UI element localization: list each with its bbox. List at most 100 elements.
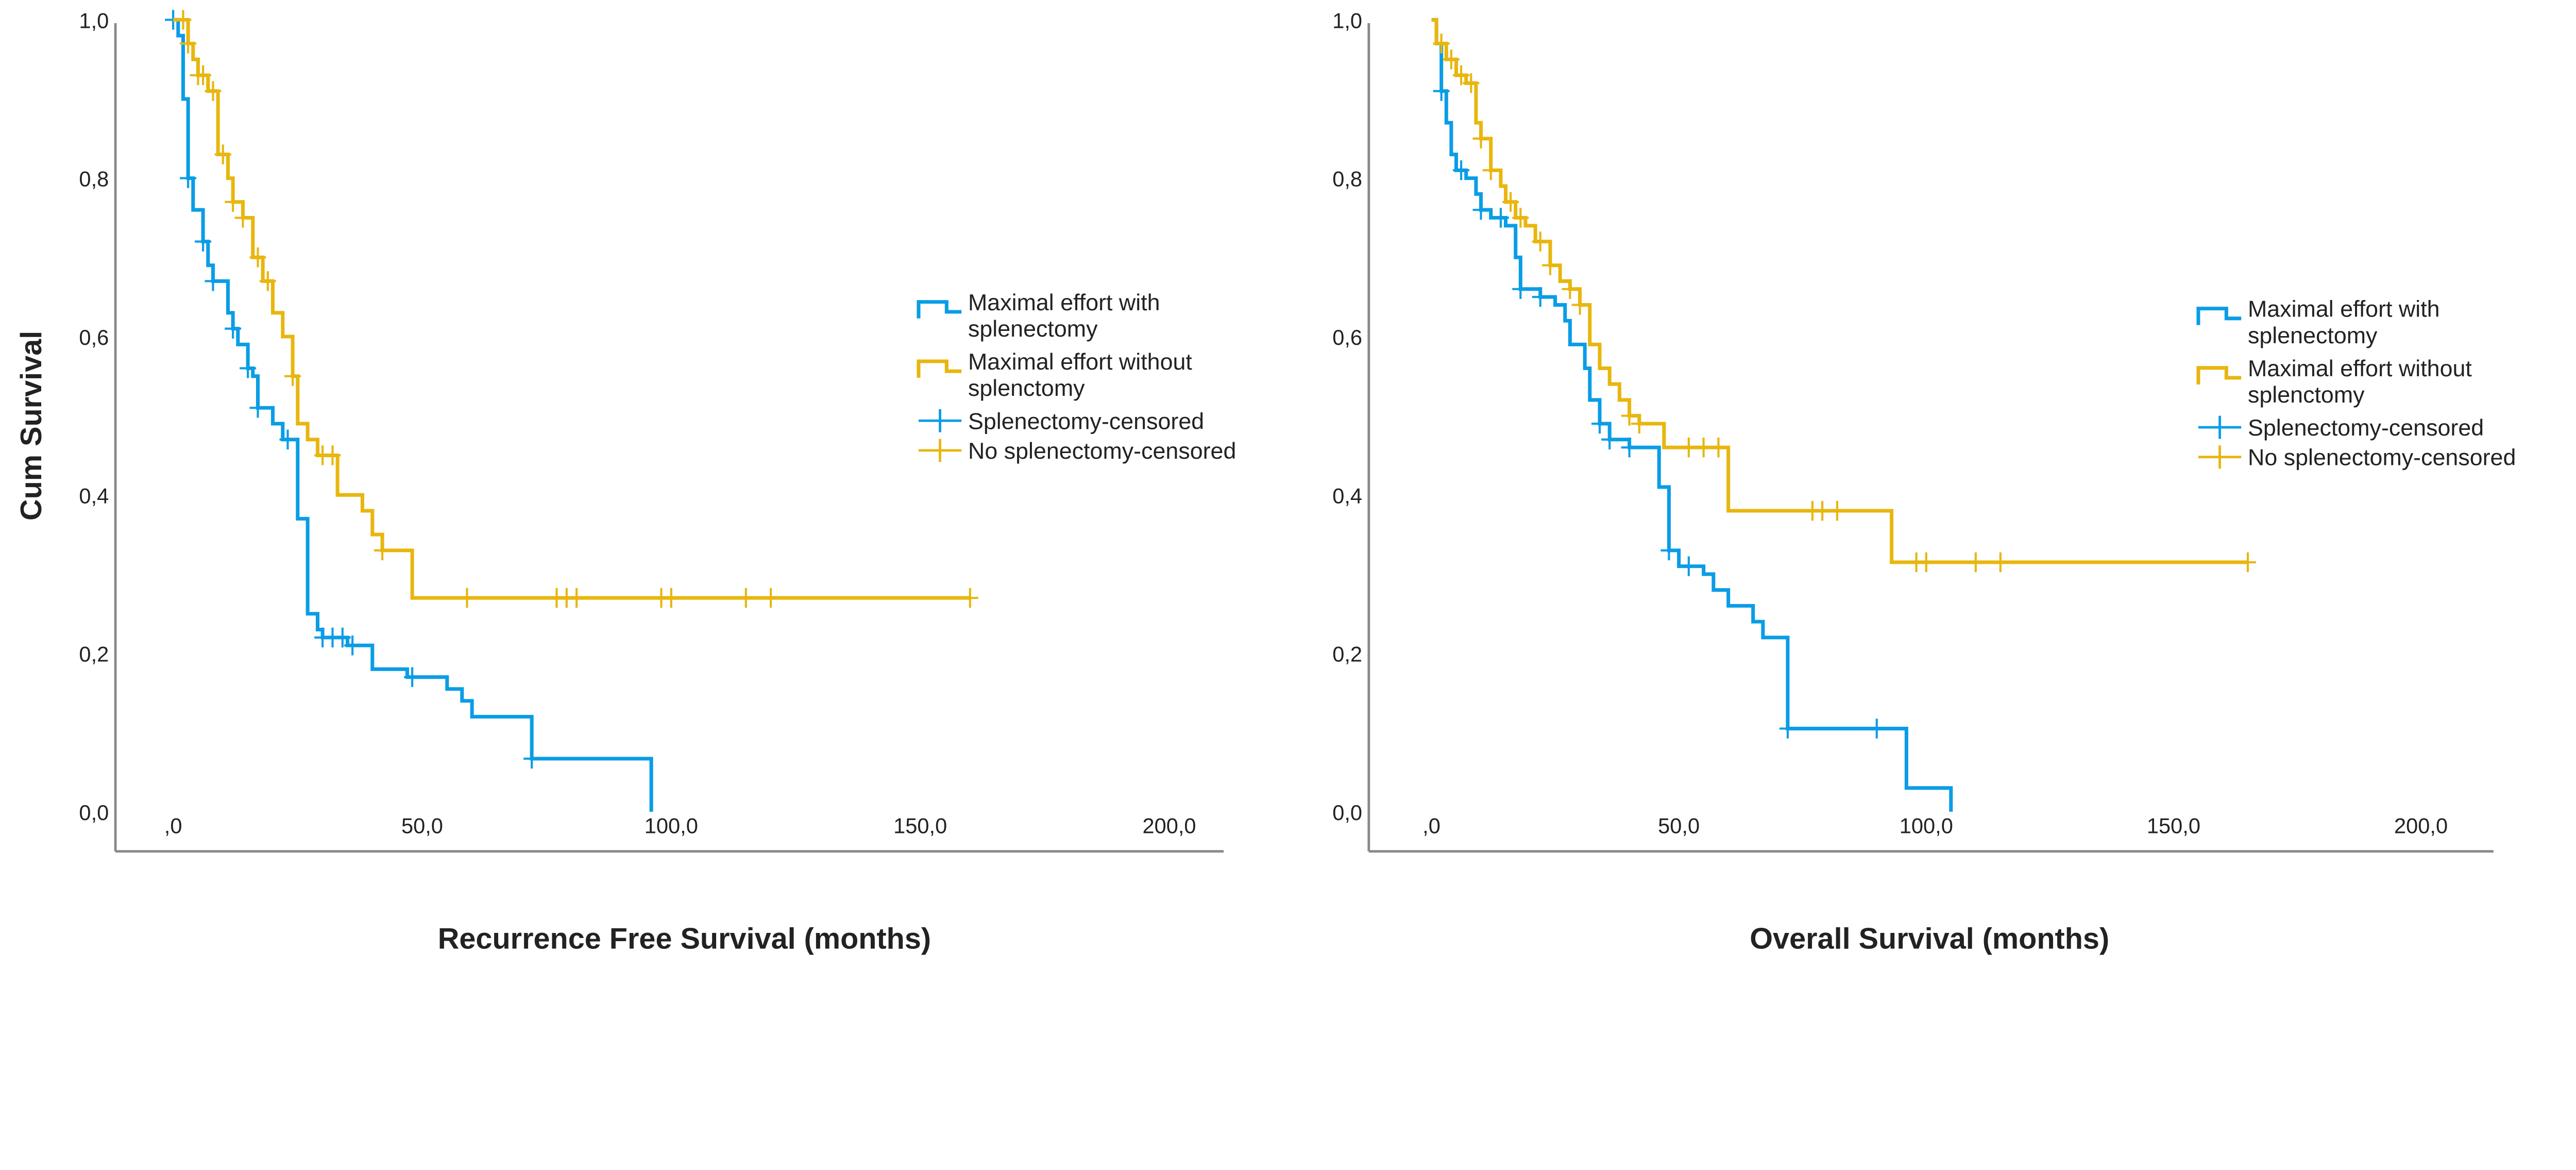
no-splenectomy-censor-mark xyxy=(737,588,754,608)
no-splenectomy-censor-mark xyxy=(663,588,680,608)
x-tick-label: 150,0 xyxy=(893,814,947,838)
legend-label: splenctomy xyxy=(968,375,1085,401)
no-splenectomy-censor-mark xyxy=(284,366,301,387)
splenectomy-curve xyxy=(1431,18,1953,812)
no-splenectomy-censor-mark xyxy=(1443,49,1460,70)
no-splenectomy-censor-mark xyxy=(1482,160,1499,180)
x-tick-label: 150,0 xyxy=(2147,814,2200,838)
splenectomy-censor-mark xyxy=(1472,199,1489,220)
splenectomy-censor-mark xyxy=(225,319,242,339)
legend-label: Maximal effort with xyxy=(968,290,1160,315)
splenectomy-censor-mark xyxy=(334,627,351,648)
y-tick-label: 0,6 xyxy=(1332,325,1362,349)
no-splenectomy-censor-mark xyxy=(374,540,391,561)
no-splenectomy-censor-mark xyxy=(762,588,779,608)
splenectomy-censor-mark xyxy=(1492,208,1509,228)
legend-line-swatch xyxy=(917,300,962,319)
y-tick-label: 0,2 xyxy=(1332,642,1362,666)
no-splenectomy-censor-mark xyxy=(324,445,341,465)
x-tick-label: ,0 xyxy=(164,814,182,838)
legend-censor-swatch xyxy=(2198,415,2242,439)
legend-label: Splenectomy-censored xyxy=(968,408,1204,434)
legend-item: Splenectomy-censored xyxy=(2198,415,2484,441)
splenectomy-censor-mark xyxy=(1660,540,1677,561)
legend-line-swatch xyxy=(2196,307,2242,325)
no-splenectomy-censor-mark xyxy=(234,208,251,228)
no-splenectomy-censor-mark xyxy=(1814,500,1831,521)
no-splenectomy-censor-mark xyxy=(1992,552,2009,573)
no-splenectomy-censor-mark xyxy=(195,65,212,86)
legend-censor-swatch xyxy=(918,439,962,462)
no-splenectomy-censor-mark xyxy=(1710,437,1727,458)
no-splenectomy-censor-mark xyxy=(1532,231,1549,252)
legend-line-swatch xyxy=(2196,366,2242,385)
legend-item: No splenectomy-censored xyxy=(918,438,1236,464)
y-tick-label: 0,8 xyxy=(1332,167,1362,191)
no-splenectomy-censor-mark xyxy=(225,192,242,212)
no-splenectomy-censor-mark xyxy=(568,588,585,608)
splenectomy-censor-mark xyxy=(404,667,421,687)
no-splenectomy-censor-mark xyxy=(1541,255,1558,275)
y-tick-label: 1,0 xyxy=(1332,8,1362,32)
legend-item: No splenectomy-censored xyxy=(2198,445,2516,471)
legend-label: splenctomy xyxy=(2248,382,2365,408)
x-axis-title: Overall Survival (months) xyxy=(1750,923,2109,956)
legend-label: Maximal effort without xyxy=(968,349,1192,375)
no-splenectomy-censor-mark xyxy=(175,10,192,30)
x-tick-label: ,0 xyxy=(1422,814,1440,838)
no-splenectomy-censor-mark xyxy=(259,271,276,291)
no-splenectomy-censor-mark xyxy=(1472,128,1489,149)
y-tick-label: 0,8 xyxy=(79,167,109,191)
x-axis-title: Recurrence Free Survival (months) xyxy=(438,923,931,956)
splenectomy-censor-mark xyxy=(1621,437,1638,458)
y-tick-label: 0,6 xyxy=(79,325,109,349)
no-splenectomy-censor-mark xyxy=(1680,437,1697,458)
splenectomy-censor-mark xyxy=(279,429,296,449)
splenectomy-censor-mark xyxy=(195,231,212,252)
x-tick-label: 100,0 xyxy=(645,814,698,838)
legend-label: splenectomy xyxy=(2248,323,2378,348)
legend-line-swatch xyxy=(917,359,962,378)
splenectomy-censor-mark xyxy=(1680,556,1697,576)
y-tick-label: 0,0 xyxy=(1332,800,1362,825)
y-tick-label: 0,2 xyxy=(79,642,109,666)
y-tick-label: 0,4 xyxy=(79,483,109,508)
no-splenectomy-censor-mark xyxy=(1453,65,1470,86)
no-splenectomy-censor-mark xyxy=(1433,34,1450,54)
no-splenectomy-censor-mark xyxy=(249,247,266,268)
y-tick-label: 0,0 xyxy=(79,800,109,825)
legend-label: Maximal effort without xyxy=(2248,356,2472,381)
no-splenectomy-censor-mark xyxy=(205,81,222,101)
no-splenectomy-censor-mark xyxy=(1695,437,1712,458)
km-figure: Cum Survival 0,0 0,2 0,4 0,6 0,8 1,0 ,0 50,0 100… xyxy=(15,8,2516,956)
splenectomy-censor-mark xyxy=(344,636,361,656)
splenectomy-censor-mark xyxy=(240,358,257,378)
y-tick-label: 0,4 xyxy=(1332,483,1362,508)
no-splenectomy-censor-mark xyxy=(1631,413,1648,434)
splenectomy-censor-mark xyxy=(1453,160,1470,180)
no-splenectomy-censor-mark xyxy=(1463,73,1480,93)
legend-censor-swatch xyxy=(918,409,962,432)
no-splenectomy-censor-mark xyxy=(459,588,476,608)
legend-label: Maximal effort with xyxy=(2248,296,2440,322)
legend-censor-swatch xyxy=(2198,445,2242,469)
x-tick-label: 200,0 xyxy=(2394,814,2448,838)
splenectomy-censor-mark xyxy=(1868,718,1885,739)
no-splenectomy-censor-mark xyxy=(180,34,197,54)
splenectomy-censor-mark xyxy=(1601,429,1618,449)
splenectomy-censor-mark xyxy=(523,748,540,769)
no-splenectomy-curve xyxy=(173,18,970,600)
no-splenectomy-censor-mark xyxy=(1621,406,1638,426)
splenectomy-censor-mark xyxy=(1532,287,1549,307)
legend-item: Splenectomy-censored xyxy=(918,408,1204,434)
no-splenectomy-censor-mark xyxy=(1571,295,1588,315)
no-splenectomy-censor-mark xyxy=(1918,552,1935,573)
no-splenectomy-censor-mark xyxy=(214,144,231,164)
no-splenectomy-censor-mark xyxy=(1828,500,1845,521)
x-tick-label: 50,0 xyxy=(1658,814,1700,838)
